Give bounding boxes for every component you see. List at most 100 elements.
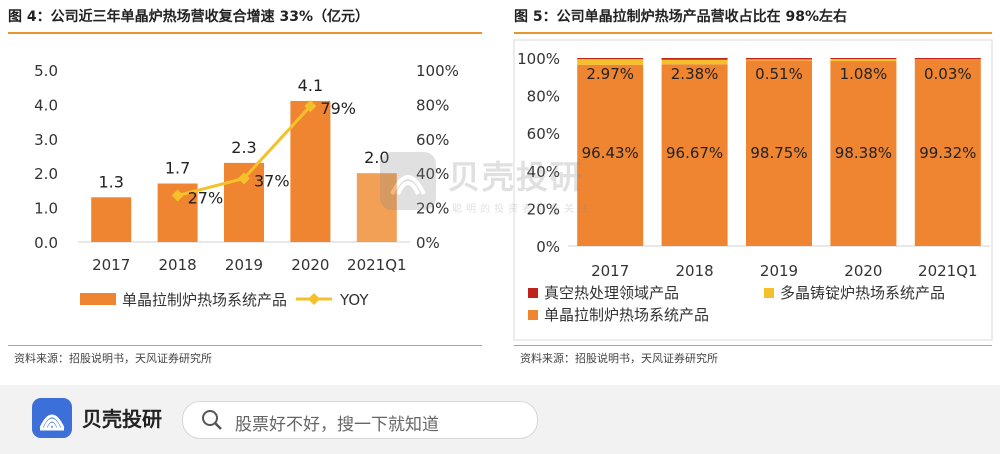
legend-label: 单晶拉制炉热场系统产品 [544, 306, 709, 324]
stacked-bar-segment [830, 59, 897, 62]
x-tick-label: 2020 [291, 256, 329, 274]
right-source-note: 资料来源：招股说明书，天风证券研究所 [520, 352, 718, 365]
yoy-point [304, 100, 317, 113]
poly-share-label: 2.38% [671, 65, 719, 83]
y2-tick-label: 20% [416, 200, 449, 218]
x-tick-label: 2018 [159, 256, 197, 274]
legend-line-label: YOY [339, 291, 369, 309]
legend-swatch [764, 288, 774, 298]
right-figure-title: 图 5：公司单晶拉制炉热场产品营收占比在 98%左右 [514, 9, 847, 25]
revenue-bar [290, 100, 331, 243]
plot-frame [513, 39, 993, 341]
watermark-title: 贝壳投研 [448, 158, 585, 196]
right-title-rule [514, 32, 992, 34]
brand-name[interactable]: 贝壳投研 [82, 407, 162, 431]
yoy-point [238, 172, 250, 185]
stacked-bar-segment [577, 59, 644, 65]
y-tick-label: 0.0 [34, 234, 58, 252]
x-tick-label: 2021Q1 [918, 262, 978, 280]
stacked-bar-segment [914, 58, 981, 60]
revenue-share-chart: 0% 20% 40% 60% 80% 100% 96.43% 2.97% 2017 96.67% 2… [513, 39, 993, 341]
revenue-growth-chart: 0.0 1.0 2.0 3.0 4.0 5.0 0% 20% 40% 60% 80% 100% 1.3 2… [34, 62, 459, 309]
stacked-bar-segment [661, 64, 728, 246]
legend-bar-label: 单晶拉制炉热场系统产品 [122, 291, 287, 309]
main-share-label: 98.75% [750, 144, 807, 162]
legend-label: 真空热处理领域产品 [544, 284, 679, 302]
y-tick-label: 80% [527, 88, 560, 106]
stacked-bar-segment [914, 59, 981, 247]
x-tick-label: 2019 [760, 262, 798, 280]
y2-tick-label: 80% [416, 96, 449, 114]
search-bar[interactable]: 股票好不好，搜一下就知道 [182, 401, 538, 439]
left-figure: 图 4：公司近三年单晶炉热场营收复合增速 33%（亿元） 0.0 1.0 2.0 3.… [0, 0, 490, 385]
y2-tick-label: 100% [416, 62, 459, 80]
stacked-bar-segment [914, 59, 981, 60]
y2-tick-label: 60% [416, 131, 449, 149]
stacked-bar-segment [661, 58, 728, 60]
y-tick-label: 2.0 [34, 165, 58, 183]
right-bottom-rule [514, 345, 992, 346]
yoy-point [171, 189, 184, 202]
bar-value-label: 1.3 [98, 172, 123, 191]
y-tick-label: 1.0 [34, 200, 58, 218]
yoy-value-label: 27% [188, 189, 224, 208]
poly-share-label: 1.08% [840, 65, 888, 83]
left-bottom-rule [8, 345, 482, 346]
left-title-rule [8, 32, 482, 34]
x-tick-label: 2018 [676, 262, 714, 280]
poly-share-label: 0.03% [924, 65, 972, 83]
main-share-label: 96.67% [666, 144, 723, 162]
y-tick-label: 100% [517, 50, 560, 68]
brand-logo-icon[interactable] [32, 398, 72, 438]
x-tick-label: 2017 [591, 262, 629, 280]
x-tick-label: 2017 [92, 256, 130, 274]
footer-bar: 贝壳投研 股票好不好，搜一下就知道 [0, 385, 1000, 454]
watermark-subtitle: 聪明的投资者都在关注 [452, 204, 592, 215]
legend-swatch [528, 310, 538, 320]
legend-line-marker [308, 293, 320, 305]
legend-swatch [528, 288, 538, 298]
y-tick-label: 0% [536, 238, 560, 256]
yoy-value-label: 37% [254, 171, 290, 190]
watermark: 贝壳投研 聪明的投资者都在关注 [378, 150, 588, 218]
bar-value-label: 1.7 [165, 159, 190, 178]
left-figure-title: 图 4：公司近三年单晶炉热场营收复合增速 33%（亿元） [8, 9, 369, 25]
yoy-value-label: 79% [320, 99, 356, 118]
y-tick-label: 3.0 [34, 131, 58, 149]
legend-label: 多晶铸锭炉热场系统产品 [780, 284, 945, 302]
poly-share-label: 0.51% [755, 65, 803, 83]
y-tick-label: 40% [527, 163, 560, 181]
search-placeholder[interactable]: 股票好不好，搜一下就知道 [235, 415, 439, 435]
legend-bar-swatch [80, 293, 116, 305]
search-icon [202, 410, 222, 430]
x-tick-label: 2021Q1 [347, 256, 407, 274]
y-tick-label: 60% [527, 125, 560, 143]
poly-share-label: 2.97% [586, 65, 634, 83]
stacked-bar-segment [746, 60, 812, 246]
revenue-bar [91, 197, 132, 242]
x-tick-label: 2019 [225, 256, 263, 274]
watermark-shell-icon [380, 152, 436, 210]
revenue-bar [356, 173, 397, 242]
stacked-bar-segment [661, 59, 728, 65]
stacked-bar-segment [577, 58, 644, 60]
bar-value-label: 2.3 [231, 138, 256, 157]
stacked-bar-segment [746, 59, 812, 61]
stacked-bar-segment [830, 58, 897, 60]
y2-tick-label: 0% [416, 234, 440, 252]
stacked-bar-segment [577, 64, 644, 246]
bar-value-label: 4.1 [298, 76, 323, 95]
main-share-label: 96.43% [582, 144, 639, 162]
y-tick-label: 5.0 [34, 62, 58, 80]
y-tick-label: 4.0 [34, 96, 58, 114]
bar-value-label: 2.0 [364, 148, 389, 167]
x-tick-label: 2020 [844, 262, 882, 280]
y2-tick-label: 40% [416, 165, 449, 183]
stacked-bar-segment [830, 61, 897, 247]
stacked-bar-segment [746, 58, 812, 60]
main-share-label: 98.38% [835, 144, 892, 162]
right-figure: 图 5：公司单晶拉制炉热场产品营收占比在 98%左右 0% 20% 40% 60% 80… [506, 0, 1000, 385]
left-source-note: 资料来源：招股说明书，天风证券研究所 [14, 352, 212, 365]
main-share-label: 99.32% [919, 144, 976, 162]
y-tick-label: 20% [527, 200, 560, 218]
